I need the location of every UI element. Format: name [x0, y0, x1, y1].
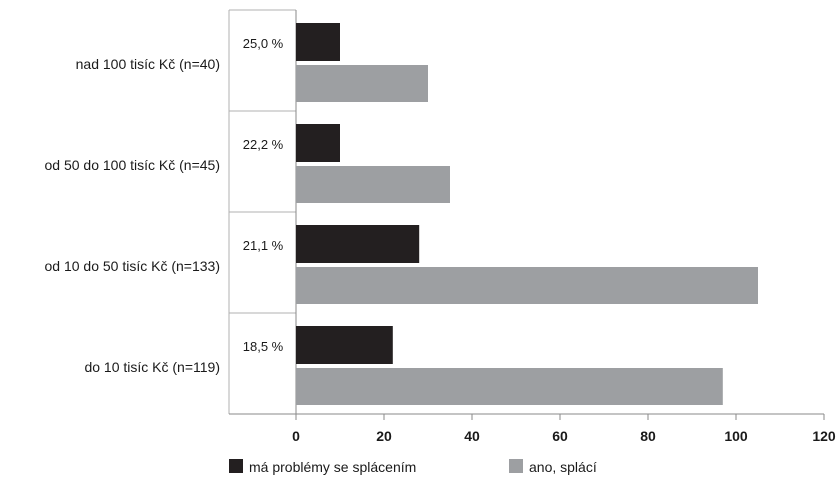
percent-label: 25,0 % — [243, 36, 284, 51]
bar-repays — [296, 166, 450, 203]
bar-problems — [296, 225, 420, 263]
bar-repays — [296, 368, 723, 405]
bar-repays — [296, 267, 758, 304]
legend-label: ano, splácí — [529, 459, 597, 475]
x-tick-label: 120 — [812, 428, 836, 444]
x-tick-label: 0 — [292, 428, 300, 444]
x-tick-label: 60 — [552, 428, 568, 444]
legend-item-problems: má problémy se splácením — [229, 459, 416, 475]
bars — [296, 23, 758, 405]
x-tick-label: 80 — [640, 428, 656, 444]
legend-item-repays: ano, splácí — [509, 459, 597, 475]
labels: nad 100 tisíc Kč (n=40) 25,0 % od 50 do 10… — [45, 36, 284, 375]
bar-repays — [296, 65, 428, 102]
bar-problems — [296, 326, 393, 364]
legend-swatch — [229, 459, 243, 473]
category-label: od 10 do 50 tisíc Kč (n=133) — [45, 258, 221, 274]
legend: má problémy se splácením ano, splácí — [229, 459, 597, 475]
legend-swatch — [509, 459, 523, 473]
percent-label: 22,2 % — [243, 137, 284, 152]
legend-label: má problémy se splácením — [249, 459, 416, 475]
x-tick-label: 20 — [376, 428, 392, 444]
x-tick-label: 100 — [724, 428, 748, 444]
bar-problems — [296, 124, 340, 162]
category-label: do 10 tisíc Kč (n=119) — [84, 359, 220, 375]
category-label: od 50 do 100 tisíc Kč (n=45) — [45, 157, 221, 173]
percent-label: 18,5 % — [243, 339, 284, 354]
percent-label: 21,1 % — [243, 238, 284, 253]
bar-problems — [296, 23, 340, 61]
x-tick-label: 40 — [464, 428, 480, 444]
category-label: nad 100 tisíc Kč (n=40) — [76, 56, 220, 72]
